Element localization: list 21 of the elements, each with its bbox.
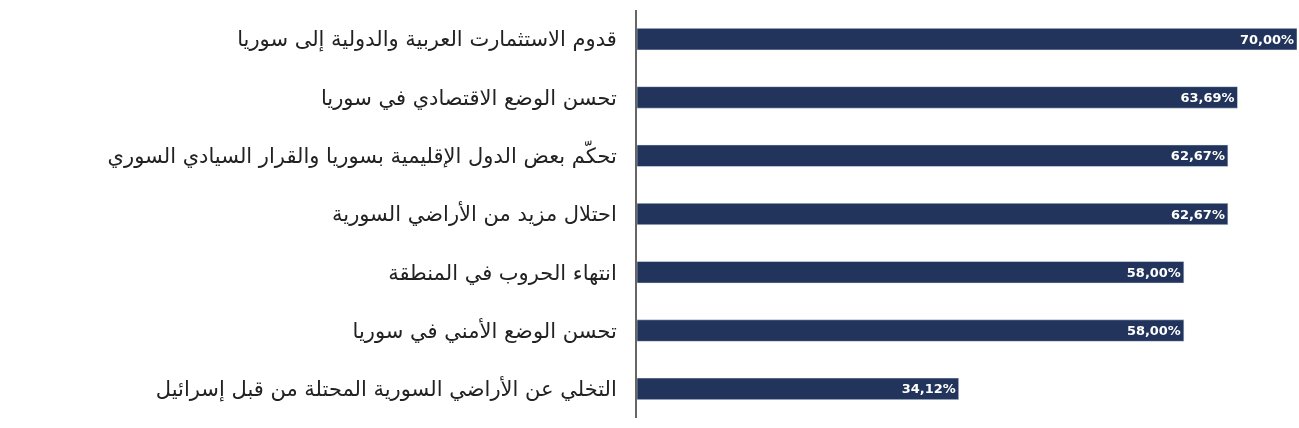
data-label: 70,00% — [1239, 31, 1294, 47]
data-label: 34,12% — [901, 381, 956, 397]
y-tick-label: تحسن الوضع الاقتصادي في سوريا — [320, 85, 617, 110]
bar — [637, 202, 1229, 226]
data-label: 58,00% — [1126, 323, 1181, 339]
bar — [637, 377, 959, 400]
data-label: 62,67% — [1170, 206, 1225, 222]
data-label: 63,69% — [1180, 89, 1235, 105]
data-label: 58,00% — [1126, 264, 1181, 280]
data-label: 62,67% — [1170, 148, 1225, 164]
bar — [637, 28, 1297, 51]
bar — [637, 261, 1185, 284]
y-tick-label: انتهاء الحروب في المنطقة — [388, 260, 617, 285]
y-tick-label: تحسن الوضع الأمني في سوريا — [352, 317, 617, 343]
y-tick-label: احتلال مزيد من الأراضي السورية — [332, 201, 617, 227]
y-tick-label: قدوم الاستثمارت العربية والدولية إلى سوريا — [237, 27, 617, 53]
bar — [637, 144, 1229, 167]
bar — [637, 319, 1185, 342]
bar — [637, 86, 1238, 109]
y-tick-label: التخلي عن الأراضي السورية المحتلة من قبل إسرائيل — [155, 376, 617, 403]
y-tick-label: تحكّم بعض الدول الإقليمية بسوريا والقرار السيادي السوري — [107, 140, 617, 170]
